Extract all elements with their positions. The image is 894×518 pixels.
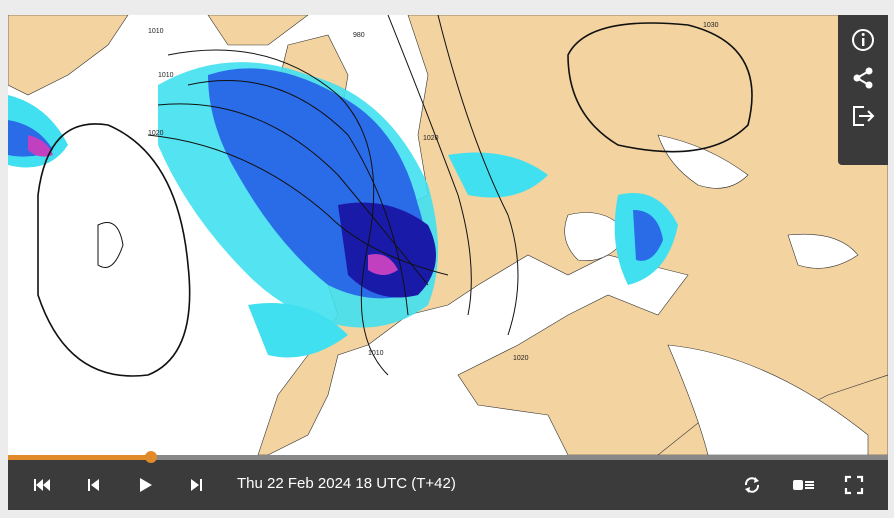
export-button[interactable] (850, 103, 876, 129)
first-button[interactable] (32, 475, 52, 495)
isobar-label: 1020 (148, 130, 164, 137)
isobar-label: 1020 (423, 135, 439, 142)
isobar-label: 1010 (148, 28, 164, 35)
timeline-track[interactable] (8, 451, 888, 463)
loop-button[interactable] (742, 475, 762, 495)
timeline-handle[interactable] (145, 451, 157, 463)
isobar-label: 1010 (368, 350, 384, 357)
inland-seas (564, 134, 869, 455)
isobar-label: 980 (353, 32, 365, 39)
weather-map: 1010 980 1010 1020 1020 1030 1020 1010 (8, 15, 888, 455)
fullscreen-button[interactable] (844, 475, 864, 495)
isobar-label: 1030 (703, 22, 719, 29)
info-button[interactable] (850, 27, 876, 53)
control-bar: Thu 22 Feb 2024 18 UTC (T+42) (8, 451, 888, 510)
share-button[interactable] (850, 65, 876, 91)
previous-button[interactable] (84, 475, 104, 495)
next-button[interactable] (186, 475, 206, 495)
side-panel (838, 15, 888, 165)
isobar-labels: 1010 980 1010 1020 1020 1030 1020 1010 (148, 22, 719, 362)
isobars (37, 15, 753, 377)
isobar-label: 1020 (513, 355, 529, 362)
layers-button[interactable] (792, 475, 816, 495)
isobar-label: 1010 (158, 72, 174, 79)
timeline-progress (8, 455, 151, 460)
play-button[interactable] (135, 475, 155, 495)
timestamp: Thu 22 Feb 2024 18 UTC (T+42) (237, 475, 456, 492)
